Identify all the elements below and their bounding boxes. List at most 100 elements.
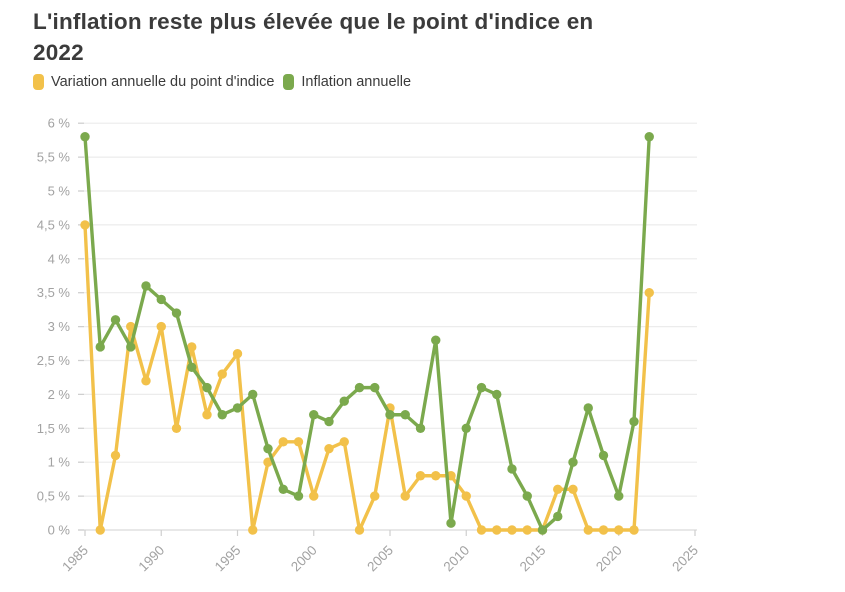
- legend-item-inflation: Inflation annuelle: [283, 74, 411, 90]
- data-point: [354, 525, 365, 535]
- legend: Variation annuelle du point d'indice Inf…: [33, 74, 411, 90]
- y-axis-tick-label: 5 %: [48, 184, 71, 199]
- data-point: [156, 321, 166, 332]
- data-point: [415, 423, 426, 433]
- data-point: [415, 471, 426, 481]
- data-point: [644, 288, 654, 298]
- data-point: [339, 396, 349, 406]
- x-axis: 1985 1990 1995 2000 2005 2010 2015 2020 2025: [59, 530, 701, 574]
- data-point: [385, 410, 395, 420]
- x-axis-tick-label: 1990: [136, 543, 168, 575]
- data-point: [492, 389, 502, 400]
- data-point: [263, 443, 273, 454]
- data-point: [507, 464, 517, 474]
- data-point: [80, 132, 90, 142]
- data-point: [583, 525, 593, 535]
- series-inflation: [80, 132, 654, 535]
- y-axis-tick-label: 1 %: [48, 455, 71, 470]
- data-point: [171, 308, 182, 318]
- x-axis-tick-label: 2000: [288, 543, 320, 575]
- legend-item-point-indice: Variation annuelle du point d'indice: [33, 74, 274, 90]
- data-point: [126, 342, 136, 352]
- x-axis-tick-label: 2010: [441, 543, 473, 575]
- data-point: [507, 525, 517, 535]
- data-point: [202, 410, 212, 420]
- line-point-indice: [83, 223, 651, 532]
- chart-title-line-1: L'inflation reste plus élevée que le poi…: [33, 9, 594, 34]
- data-point: [232, 349, 243, 359]
- data-point: [568, 457, 578, 467]
- x-axis-tick-label: 2015: [517, 543, 549, 575]
- y-axis-tick-label: 3,5 %: [37, 285, 71, 300]
- data-point: [598, 525, 609, 535]
- x-axis-tick-label: 2020: [593, 543, 625, 575]
- data-point: [537, 525, 548, 535]
- data-point: [461, 423, 471, 433]
- data-point: [400, 491, 410, 501]
- data-point: [293, 491, 304, 501]
- data-point: [324, 416, 334, 427]
- data-point: [171, 423, 182, 433]
- y-axis-tick-label: 2 %: [48, 387, 71, 402]
- y-axis-tick-label: 4,5 %: [37, 217, 71, 232]
- data-point: [217, 410, 227, 420]
- data-point: [187, 362, 197, 372]
- legend-swatch-yellow-icon: [33, 74, 44, 90]
- data-point: [553, 511, 563, 522]
- data-point: [293, 437, 304, 447]
- data-point: [80, 220, 90, 230]
- data-point: [309, 491, 319, 501]
- data-point: [187, 342, 197, 352]
- chart-title-line-2: 2022: [33, 40, 84, 65]
- data-point: [629, 525, 639, 535]
- y-axis-tick-label: 0 %: [48, 523, 71, 538]
- data-point: [598, 450, 609, 461]
- data-point: [232, 403, 243, 413]
- data-point: [370, 491, 380, 501]
- x-axis-tick-label: 2025: [669, 543, 701, 575]
- y-axis-tick-label: 3 %: [48, 319, 71, 334]
- legend-swatch-green-icon: [283, 74, 295, 90]
- data-point: [202, 382, 212, 393]
- data-point: [431, 335, 441, 345]
- x-axis-tick-label: 1985: [59, 543, 91, 575]
- data-point: [263, 457, 273, 467]
- data-point: [644, 132, 654, 142]
- y-axis-tick-label: 4 %: [48, 251, 71, 266]
- x-axis-tick-label: 2005: [364, 543, 396, 575]
- data-point: [141, 376, 151, 386]
- data-point: [522, 525, 532, 535]
- data-point: [461, 491, 471, 501]
- chart-title: L'inflation reste plus élevée que le poi…: [33, 6, 813, 68]
- data-point: [476, 525, 487, 535]
- data-point: [446, 518, 456, 528]
- data-point: [614, 525, 624, 535]
- data-point: [629, 416, 639, 427]
- data-point: [324, 443, 334, 454]
- y-axis-tick-label: 1,5 %: [37, 421, 71, 436]
- data-point: [553, 484, 563, 495]
- y-axis-tick-label: 0,5 %: [37, 489, 71, 504]
- data-point: [492, 525, 502, 535]
- data-point: [339, 437, 349, 447]
- y-axis-tick-label: 2,5 %: [37, 353, 71, 368]
- legend-label-inflation: Inflation annuelle: [301, 74, 412, 90]
- y-axis-tick-label: 6 %: [48, 116, 71, 131]
- data-point: [248, 389, 258, 400]
- data-point: [278, 484, 288, 495]
- data-point: [278, 437, 288, 447]
- data-point: [110, 315, 121, 325]
- data-point: [354, 382, 365, 393]
- data-point: [309, 410, 319, 420]
- legend-label-point-indice: Variation annuelle du point d'indice: [51, 74, 275, 90]
- series-point-indice: [80, 220, 654, 535]
- data-point: [431, 471, 441, 481]
- data-point: [583, 403, 593, 413]
- data-point: [522, 491, 532, 501]
- data-point: [248, 525, 258, 535]
- data-point: [614, 491, 624, 501]
- data-point: [217, 369, 227, 379]
- data-point: [156, 294, 166, 305]
